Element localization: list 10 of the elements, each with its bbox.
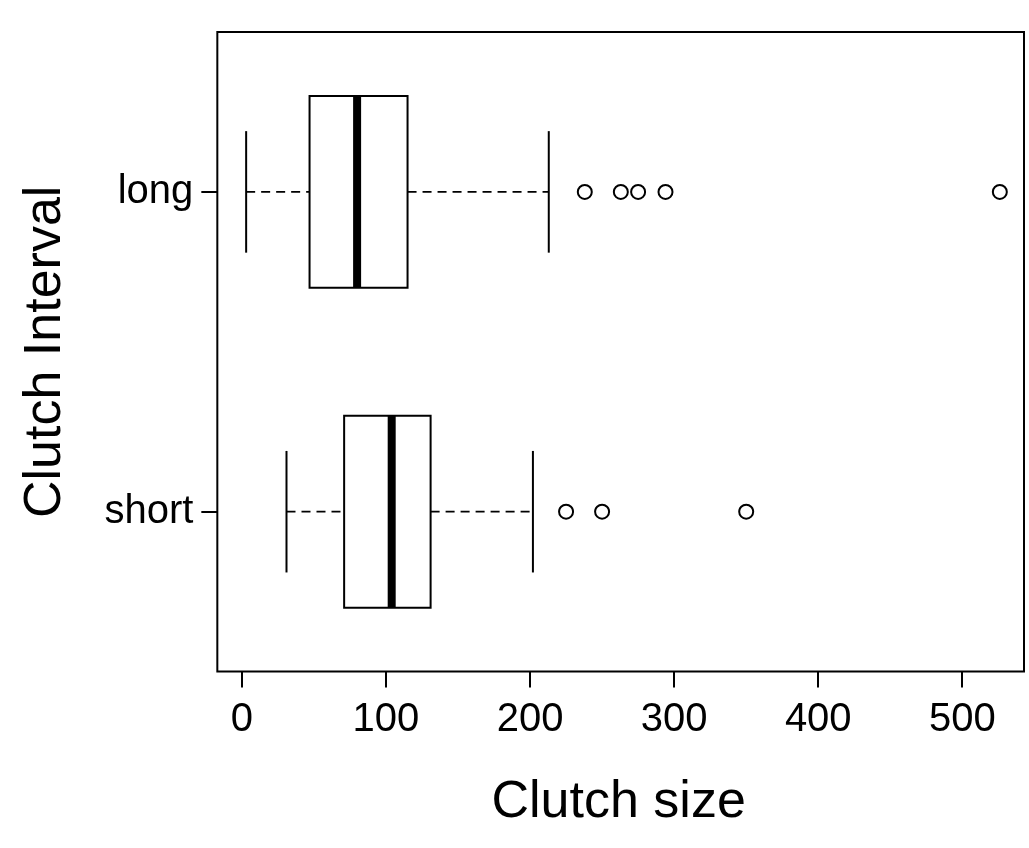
x-tick-label: 100 [352,694,420,739]
y-tick-label: long [117,166,194,211]
x-axis-title: Clutch size [491,770,746,829]
x-tick-label: 500 [928,694,996,739]
x-tick-label: 200 [496,694,564,739]
y-axis-title: Clutch Interval [12,185,71,518]
y-tick-label: short [104,486,194,531]
x-tick-label: 0 [230,694,253,739]
x-tick-label: 300 [640,694,708,739]
x-tick-label: 400 [784,694,852,739]
